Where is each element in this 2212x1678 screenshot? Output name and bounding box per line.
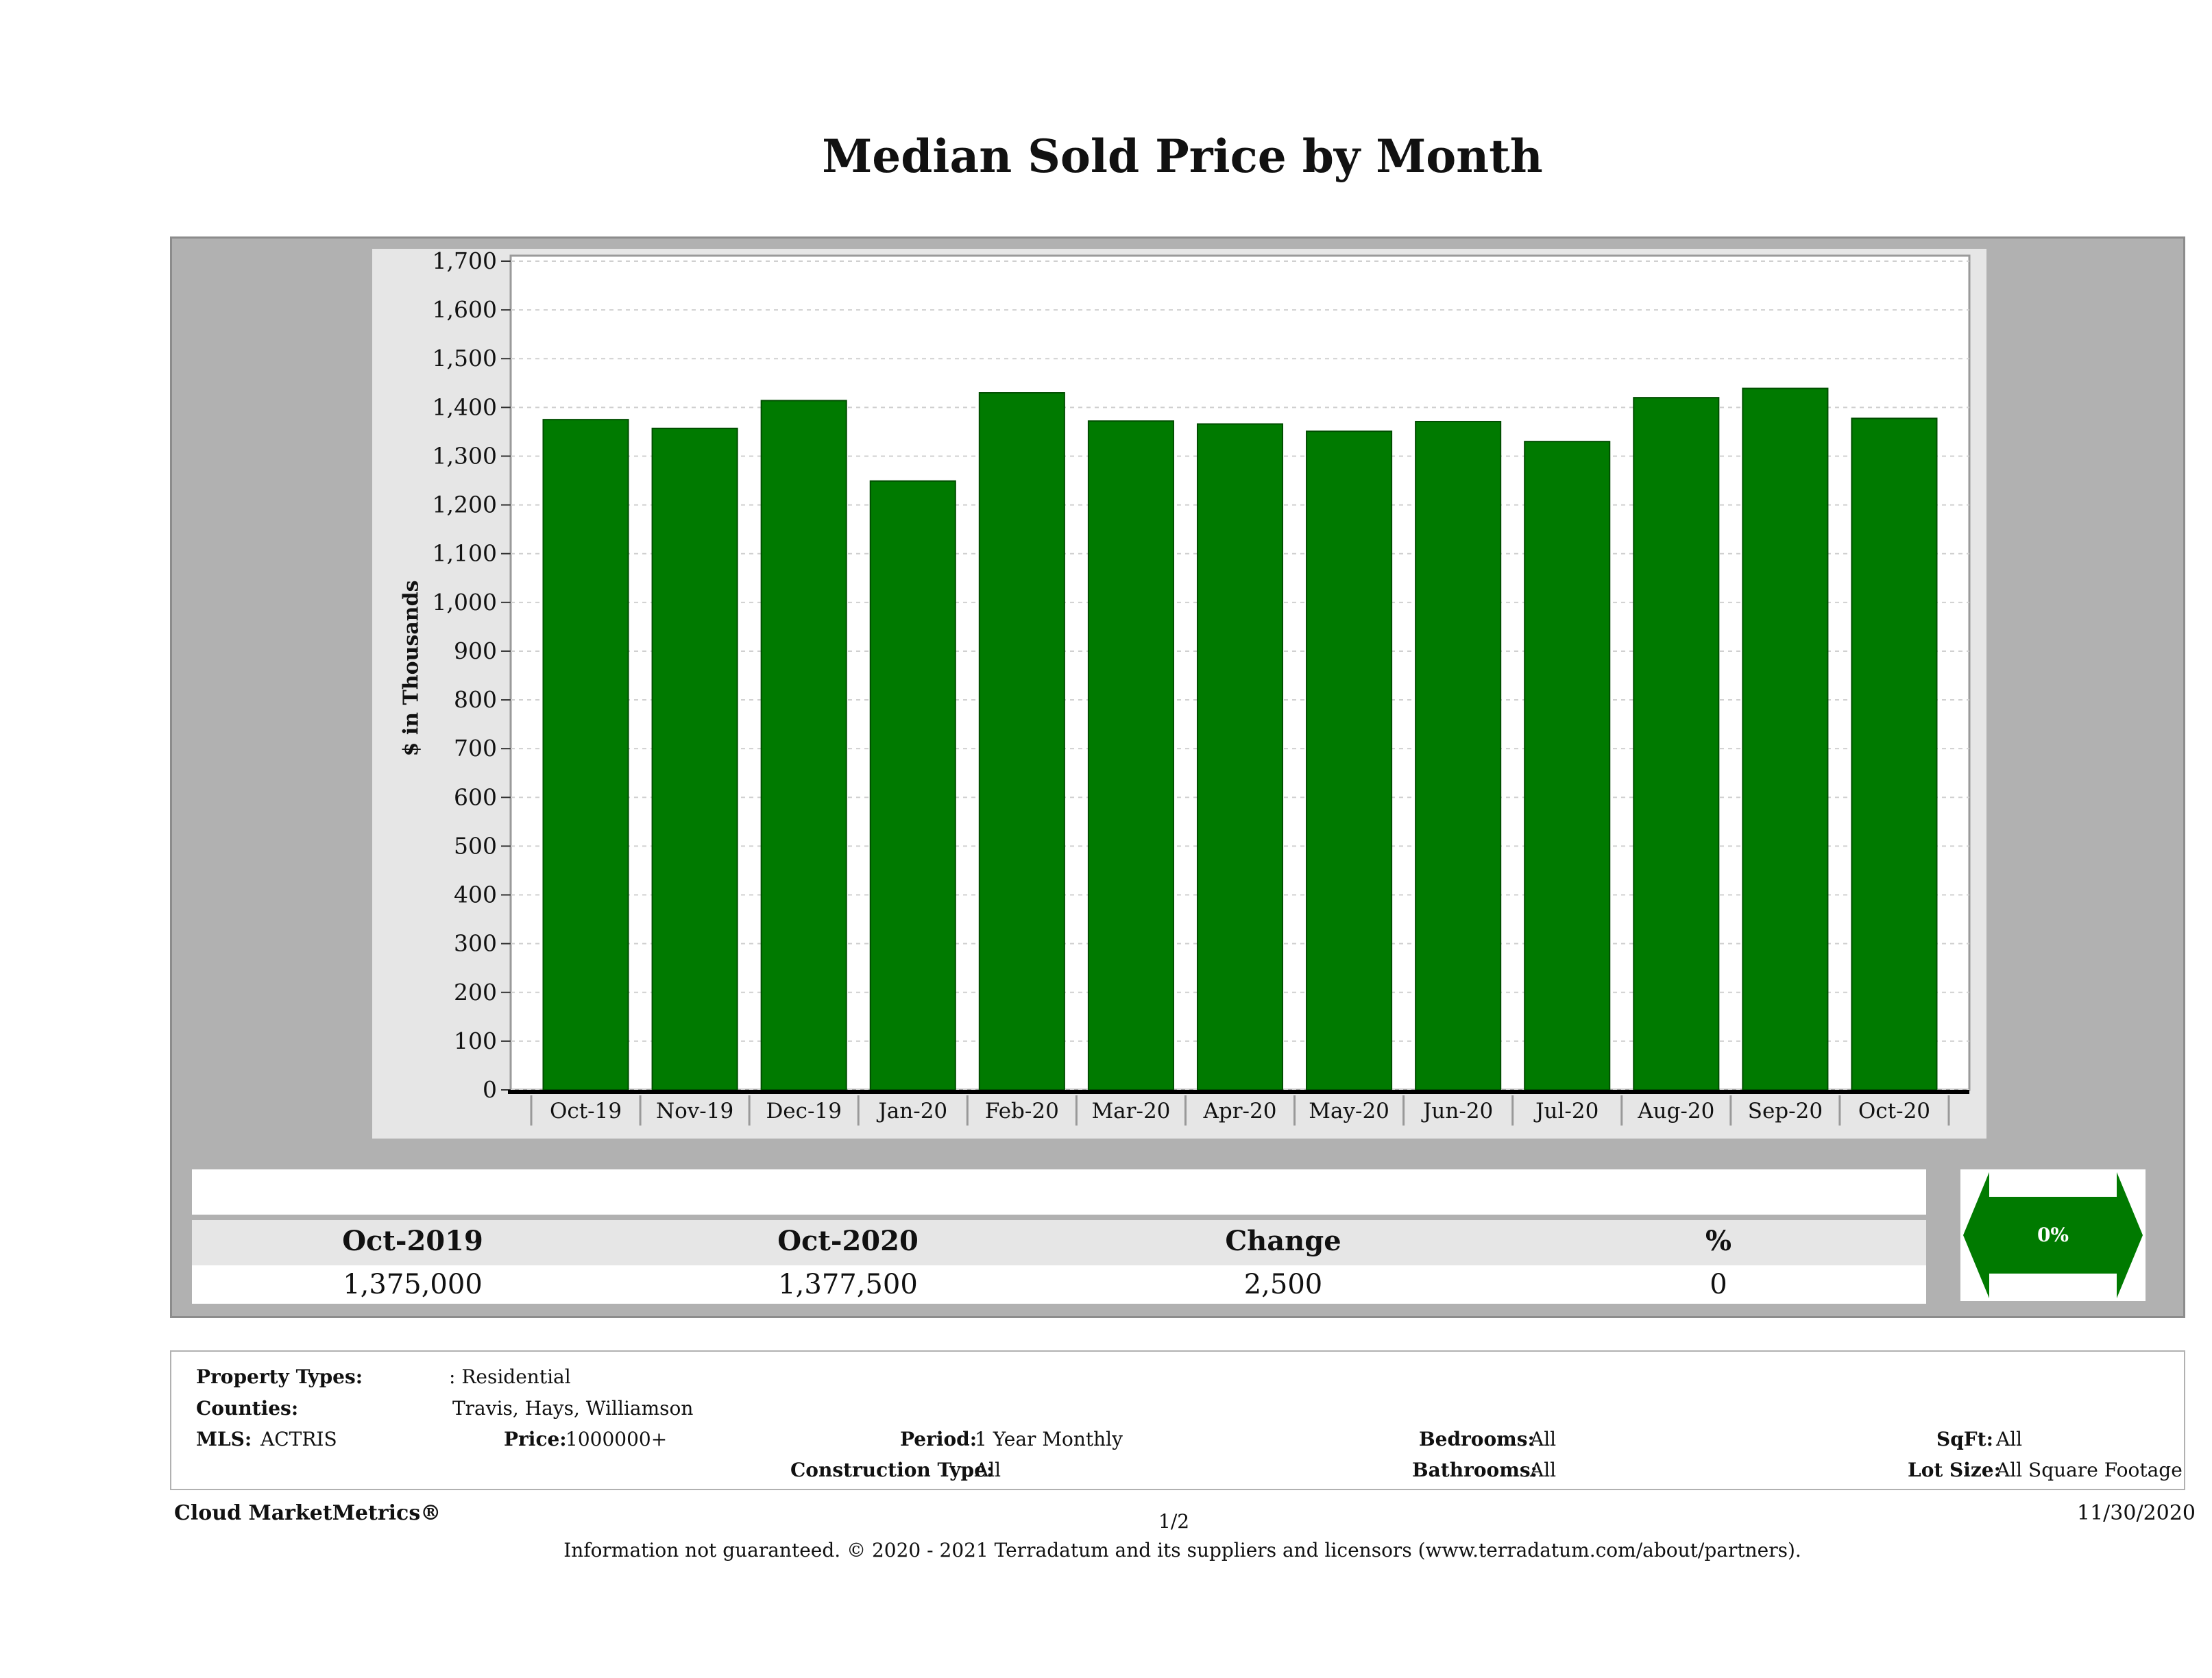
header-change: Change <box>1225 1225 1341 1257</box>
bar <box>1306 430 1393 1091</box>
mls-label: MLS: <box>196 1428 252 1450</box>
period-label: Period: <box>900 1428 977 1450</box>
sqft-value: All <box>1996 1428 2023 1450</box>
bedrooms-value: All <box>1530 1428 1557 1450</box>
change-indicator: 0% <box>1960 1169 2146 1301</box>
bar <box>1633 397 1720 1091</box>
bar <box>1415 420 1502 1091</box>
y-tick-label: 200 <box>454 979 497 1006</box>
mls-value: ACTRIS <box>260 1428 337 1450</box>
x-tick-label: Mar-20 <box>1091 1099 1170 1123</box>
bathrooms-label: Bathrooms: <box>1412 1459 1538 1481</box>
x-tick-label: Dec-19 <box>766 1099 841 1123</box>
period-value: 1 Year Monthly <box>975 1428 1123 1450</box>
x-tick-label: Jan-20 <box>876 1099 947 1123</box>
report-date: 11/30/2020 <box>2077 1501 2196 1525</box>
x-tick-label: Oct-20 <box>1858 1099 1930 1123</box>
bar <box>869 480 956 1091</box>
y-tick-label: 700 <box>454 735 497 762</box>
summary-blank-row <box>192 1169 1926 1215</box>
header-end: Oct-2020 <box>777 1225 919 1257</box>
x-tick-label: Oct-19 <box>550 1099 622 1123</box>
y-tick-label: 1,200 <box>433 491 497 518</box>
y-tick-label: 1,400 <box>433 393 497 420</box>
double-arrow-icon <box>1963 1172 2143 1298</box>
header-start: Oct-2019 <box>342 1225 483 1257</box>
x-tick-label: Jun-20 <box>1421 1099 1493 1123</box>
y-tick-label: 1,700 <box>433 249 497 274</box>
bar <box>978 392 1065 1091</box>
bar <box>1087 420 1174 1091</box>
header-percent: % <box>1705 1225 1731 1257</box>
construction-value: All <box>975 1459 1001 1481</box>
y-tick-label: 1,100 <box>433 540 497 567</box>
value-percent: 0 <box>1710 1269 1727 1300</box>
plot-area: 0 100 200 300 400 500 600 700 800 900 1,000 1,100 1,… <box>372 249 1986 1139</box>
summary-value-row: 1,375,000 1,377,500 2,500 0 <box>192 1265 1926 1304</box>
y-tick-label: 1,600 <box>433 296 497 323</box>
property-types-label: Property Types: <box>196 1365 363 1388</box>
bar <box>651 427 738 1091</box>
value-end: 1,377,500 <box>778 1269 918 1300</box>
x-tick-label: Nov-19 <box>656 1099 733 1123</box>
lot-size-value: All Square Footage <box>1996 1459 2183 1481</box>
y-tick-label: 0 <box>483 1076 497 1103</box>
filter-criteria <box>170 1350 2185 1490</box>
counties-label: Counties: <box>196 1397 299 1420</box>
lot-size-label: Lot Size: <box>1908 1459 2001 1481</box>
x-tick-label: May-20 <box>1309 1099 1389 1123</box>
y-tick-label: 800 <box>454 686 497 713</box>
y-tick-label: 1,300 <box>433 442 497 469</box>
y-tick-label: 100 <box>454 1028 497 1054</box>
bar <box>1196 423 1284 1091</box>
y-tick-label: 500 <box>454 832 497 859</box>
bar <box>760 400 847 1091</box>
y-axis-label: $ in Thousands <box>399 580 424 757</box>
price-label: Price: <box>504 1428 567 1450</box>
price-value: 1000000+ <box>566 1428 668 1450</box>
y-tick-label: 1,000 <box>433 589 497 616</box>
value-change: 2,500 <box>1243 1269 1323 1300</box>
bar-chart: 0 100 200 300 400 500 600 700 800 900 1,000 1,100 1,… <box>433 249 1971 1126</box>
construction-label: Construction Type: <box>790 1459 994 1481</box>
page-title: Median Sold Price by Month <box>822 130 1543 183</box>
bathrooms-value: All <box>1530 1459 1557 1481</box>
change-indicator-label: 0% <box>2037 1224 2069 1246</box>
bedrooms-label: Bedrooms: <box>1419 1428 1535 1450</box>
summary-table: Oct-2019 Oct-2020 Change % 1,375,000 1,3… <box>192 1158 1926 1304</box>
x-tick-label: Apr-20 <box>1203 1099 1277 1123</box>
counties-value: Travis, Hays, Williamson <box>452 1397 694 1420</box>
y-tick-label: 1,500 <box>433 345 497 372</box>
y-tick-label: 600 <box>454 783 497 810</box>
x-tick-label: Aug-20 <box>1637 1099 1714 1123</box>
y-tick-label: 300 <box>454 930 497 957</box>
x-tick-label: Feb-20 <box>985 1099 1059 1123</box>
y-tick-label: 400 <box>454 881 497 908</box>
x-tick-label: Jul-20 <box>1533 1099 1599 1123</box>
bar <box>542 419 629 1091</box>
bar <box>1742 387 1829 1091</box>
property-types-value: : Residential <box>449 1365 571 1388</box>
bar <box>1524 441 1611 1091</box>
value-start: 1,375,000 <box>343 1269 483 1300</box>
sqft-label: SqFt: <box>1936 1428 1993 1450</box>
page-number: 1/2 <box>1158 1510 1190 1533</box>
bar <box>1851 417 1938 1091</box>
brand-name: Cloud MarketMetrics® <box>174 1501 441 1525</box>
disclaimer: Information not guaranteed. © 2020 - 202… <box>563 1539 1801 1561</box>
summary-header-row: Oct-2019 Oct-2020 Change % <box>192 1220 1926 1265</box>
x-tick-label: Sep-20 <box>1748 1099 1823 1123</box>
y-tick-label: 900 <box>454 637 497 664</box>
